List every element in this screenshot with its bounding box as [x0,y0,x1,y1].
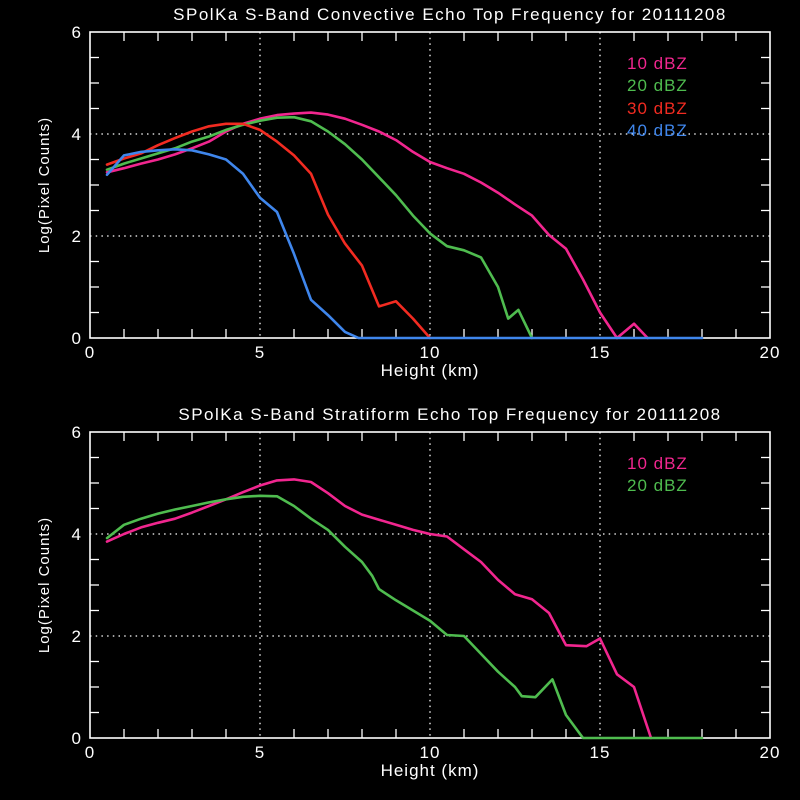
series-line-10-dbz [105,111,649,340]
series-line-20-dbz [105,494,704,740]
x-tick-label: 0 [85,343,95,362]
y-tick-label: 0 [72,329,82,348]
chart-title-convective: SPolKa S-Band Convective Echo Top Freque… [173,5,727,24]
x-tick-label: 5 [255,743,265,762]
legend-bottom: 10 dBZ 20 dBZ [627,453,688,498]
x-axis-label-top: Height (km) [380,361,480,380]
y-axis-label-bottom: Log(Pixel Counts) [36,516,53,654]
x-tick-label: 15 [590,743,611,762]
y-tick-label: 2 [72,227,82,246]
legend-entry-30-dbz: 30 dBZ [627,98,688,118]
chart-0: 0 5 10 15 20 0 2 4 6 [72,23,781,362]
legend-top: 10 dBZ 20 dBZ 30 dBZ 40 dBZ [627,53,688,143]
y-tick-label: 0 [72,729,82,748]
y-tick-label: 6 [72,23,82,42]
tick-labels: 0 5 10 15 20 0 2 4 6 [72,23,781,362]
y-tick-label: 6 [72,423,82,442]
x-tick-label: 0 [85,743,95,762]
chart-1: 0 5 10 15 20 0 2 4 6 [72,423,781,762]
chart-title-stratiform: SPolKa S-Band Stratiform Echo Top Freque… [178,405,722,424]
x-tick-label: 20 [760,743,781,762]
minor-ticks [90,32,770,338]
tick-labels: 0 5 10 15 20 0 2 4 6 [72,423,781,762]
x-tick-label: 5 [255,343,265,362]
y-tick-label: 4 [72,125,82,144]
x-tick-label: 10 [420,743,441,762]
minor-ticks [90,432,770,738]
series-line-20-dbz [105,115,534,340]
series-line-40-dbz [105,148,704,340]
x-tick-label: 10 [420,343,441,362]
legend-entry-40-dbz: 40 dBZ [627,121,688,141]
y-tick-label: 4 [72,525,82,544]
plot-box [89,431,771,739]
legend-entry-20-dbz: 20 dBZ [627,76,688,96]
legend-entry-20-dbz: 20 dBZ [627,476,688,496]
x-tick-label: 15 [590,343,611,362]
series-line-30-dbz [105,122,432,340]
y-axis-label-top: Log(Pixel Counts) [36,116,53,254]
y-tick-label: 2 [72,627,82,646]
x-tick-label: 20 [760,343,781,362]
legend-entry-10-dbz: 10 dBZ [627,454,688,473]
x-axis-label-bottom: Height (km) [380,761,480,780]
series-line-10-dbz [105,478,653,740]
legend-entry-10-dbz: 10 dBZ [627,54,688,73]
